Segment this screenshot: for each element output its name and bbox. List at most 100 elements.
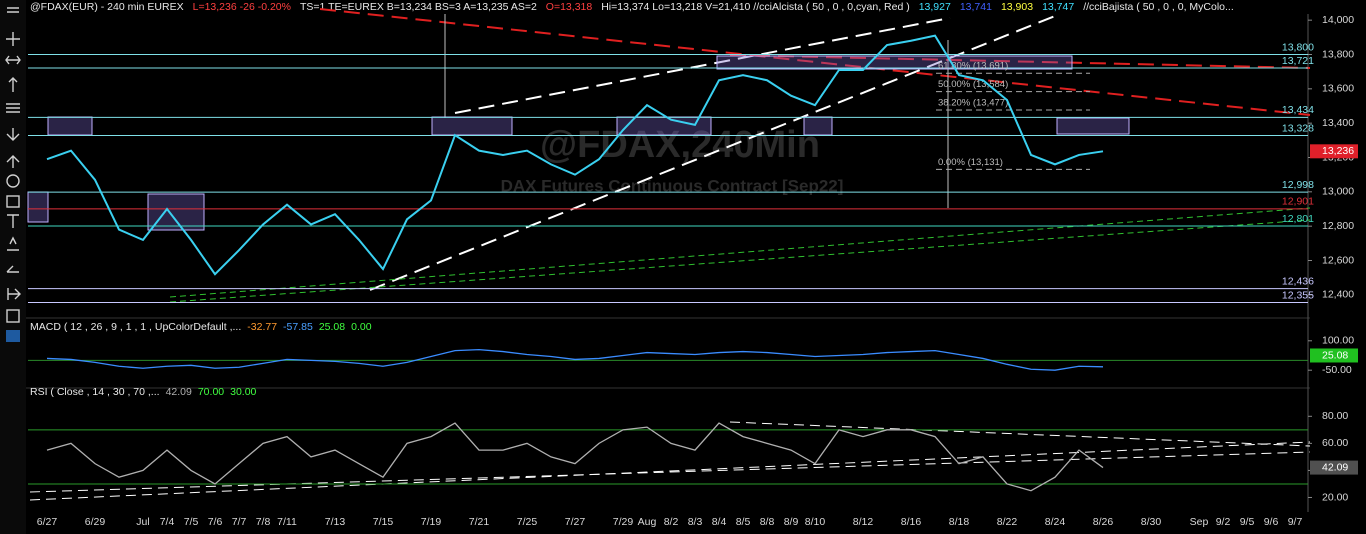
price-level-label: 12,355	[1282, 289, 1314, 301]
tool-rect[interactable]	[6, 195, 20, 208]
zone	[147, 193, 205, 231]
x-tick-label: 7/11	[277, 516, 297, 528]
indicator-name: RSI ( Close , 14 , 30 , 70 ,...	[30, 386, 160, 398]
x-tick-label: 8/10	[805, 516, 826, 528]
price-level-label: 13,434	[1282, 104, 1314, 116]
tool-vline[interactable]	[8, 77, 18, 92]
x-tick-label: 9/6	[1264, 516, 1279, 528]
x-tick-label: 7/6	[208, 516, 223, 528]
tool-hline[interactable]	[5, 55, 21, 65]
last-value-box	[1310, 460, 1358, 475]
price-level-label: 12,801	[1282, 213, 1314, 225]
trendline	[369, 13, 1061, 291]
zone	[716, 55, 1073, 70]
header-field: 13,747	[1042, 1, 1075, 13]
y-tick-label: 12,800	[1322, 220, 1354, 232]
series-line	[46, 348, 1104, 371]
x-tick-label: 6/29	[85, 516, 106, 528]
y-tick-label: 14,000	[1322, 14, 1354, 26]
price-level-label: 12,998	[1282, 179, 1314, 191]
tool-up[interactable]	[6, 155, 20, 168]
indicator-label: MACD ( 12 , 26 , 9 , 1 , 1 , UpColorDefa…	[30, 321, 372, 333]
tool-ellipse[interactable]	[6, 174, 20, 188]
price-level-label: 13,800	[1282, 41, 1314, 53]
indicator-name: MACD ( 12 , 26 , 9 , 1 , 1 , UpColorDefa…	[30, 321, 241, 333]
tool-crosshair[interactable]	[6, 32, 20, 46]
fib-label: 0.00% (13,131)	[938, 157, 1003, 168]
tool-extend[interactable]	[7, 288, 21, 300]
tool-pen[interactable]	[7, 236, 19, 251]
tool-cursor[interactable]	[7, 7, 19, 13]
x-tick-label: 8/5	[736, 516, 751, 528]
y-tick-label: 12,600	[1322, 254, 1354, 266]
zone	[803, 116, 833, 136]
last-value-label: 13,236	[1322, 145, 1354, 157]
header-field: 13,903	[1000, 1, 1034, 13]
x-tick-label: Aug	[638, 516, 657, 528]
zone	[431, 116, 513, 136]
trendline	[729, 421, 1311, 447]
y-tick-label: 13,800	[1322, 48, 1354, 60]
price-level-label: 13,721	[1282, 55, 1314, 67]
fib-label: 50.00% (13,584)	[938, 79, 1008, 90]
header-field: L=13,236 -26 -0.20%	[192, 1, 291, 13]
trendline	[29, 441, 1311, 501]
x-tick-label: Jul	[136, 516, 149, 528]
x-tick-label: 7/27	[565, 516, 586, 528]
x-tick-label: 8/26	[1093, 516, 1114, 528]
x-tick-label: 8/8	[760, 516, 775, 528]
x-tick-label: 7/5	[184, 516, 199, 528]
x-tick-label: 9/5	[1240, 516, 1255, 528]
x-tick-label: 7/7	[232, 516, 247, 528]
indicator-readout: -32.77	[247, 321, 277, 333]
trendline	[319, 8, 1311, 116]
x-tick-label: 8/18	[949, 516, 970, 528]
y-tick-label: 13,400	[1322, 117, 1354, 129]
x-tick-label: 8/22	[997, 516, 1018, 528]
x-tick-label: 8/30	[1141, 516, 1162, 528]
last-value-label: 25.08	[1322, 349, 1348, 361]
y-tick-label: 100.00	[1322, 335, 1354, 347]
trendline	[169, 219, 1311, 303]
zone	[47, 116, 93, 136]
indicator-label: RSI ( Close , 14 , 30 , 70 ,... 42.09 70.0…	[30, 386, 257, 398]
price-level-label: 13,328	[1282, 122, 1314, 134]
trendline	[454, 17, 951, 114]
x-tick-label: 7/25	[517, 516, 538, 528]
price-level-label: 12,901	[1282, 196, 1314, 208]
y-tick-label: 80.00	[1322, 410, 1348, 422]
trendlines	[29, 8, 1311, 501]
indicator-readout: 42.09	[166, 386, 192, 398]
zone	[27, 191, 49, 223]
indicator-readout: -57.85	[283, 321, 313, 333]
x-tick-label: 7/8	[256, 516, 271, 528]
series-line	[46, 34, 1104, 276]
header-field: O=13,318	[545, 1, 593, 13]
price-level-label: 12,436	[1282, 275, 1314, 287]
last-value-box	[1310, 348, 1358, 363]
trendline	[729, 54, 1311, 69]
fib-label: 61.80% (13,691)	[938, 61, 1008, 72]
x-tick-label: 7/13	[325, 516, 346, 528]
indicator-readout: 25.08	[319, 321, 345, 333]
tool-text[interactable]	[7, 214, 19, 228]
y-tick-label: 13,000	[1322, 186, 1354, 198]
last-value-box	[1310, 144, 1358, 159]
x-tick-label: Sep	[1190, 516, 1209, 528]
header-field: TS=1 TE=EUREX B=13,234 BS=3 A=13,235 AS=…	[299, 1, 537, 13]
y-tick-label: -50.00	[1322, 364, 1352, 376]
y-tick-label: 60.00	[1322, 437, 1348, 449]
header-field: 13,927	[918, 1, 951, 13]
tool-down[interactable]	[6, 128, 20, 141]
watermark: @FDAX,240Min	[540, 124, 820, 166]
tool-fib[interactable]	[6, 103, 20, 113]
tool-box[interactable]	[6, 309, 20, 323]
tool-icons[interactable]	[5, 7, 21, 342]
x-tick-label: 8/4	[712, 516, 727, 528]
last-value-label: 42.09	[1322, 461, 1348, 473]
tool-label[interactable]	[6, 330, 20, 342]
header-field: //cciBajista ( 50 , 0 , 0, MyColo...	[1083, 1, 1234, 13]
tool-angle[interactable]	[6, 265, 19, 273]
